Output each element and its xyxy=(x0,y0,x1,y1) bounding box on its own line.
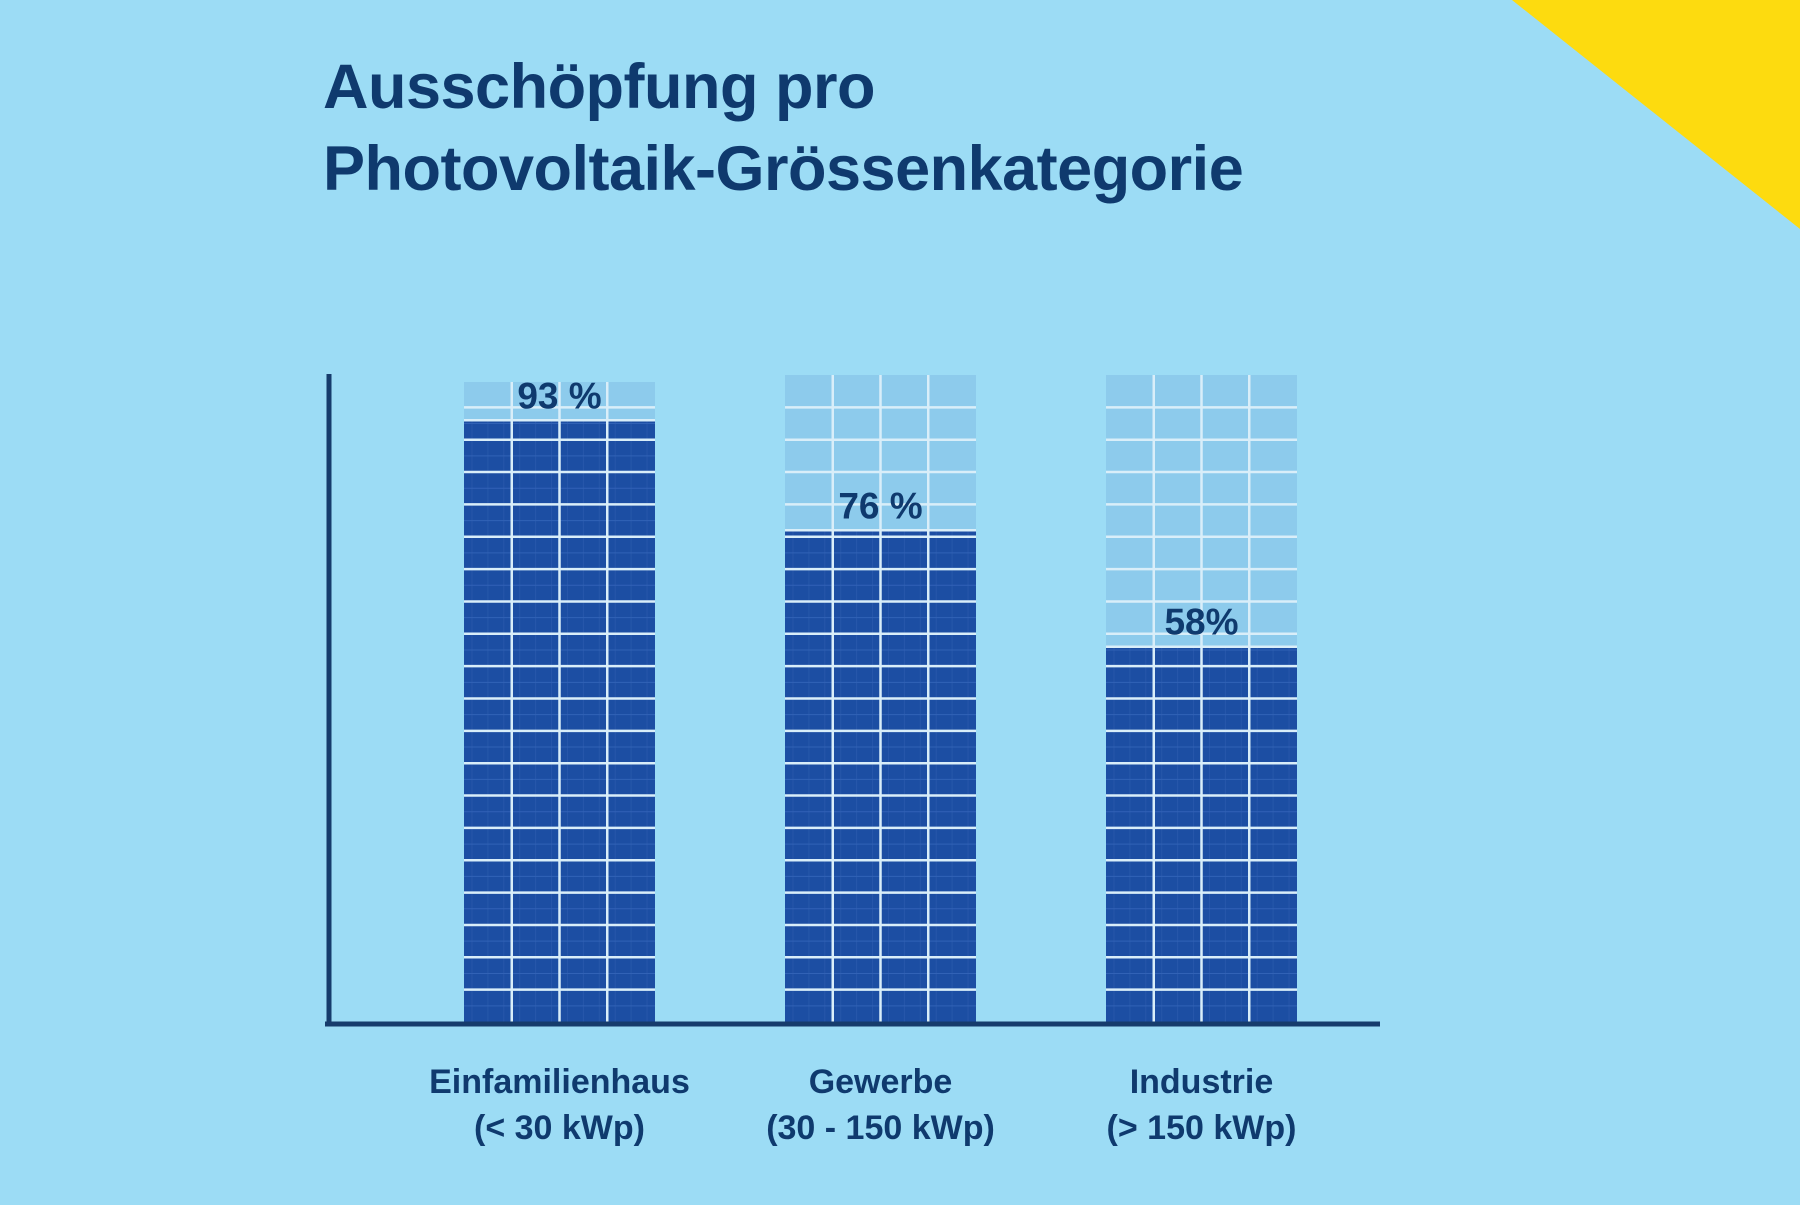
bar-group: 58% Industrie (> 150 kWp) xyxy=(1106,375,1297,1147)
category-label: (< 30 kWp) xyxy=(474,1109,645,1147)
category-label: Gewerbe xyxy=(809,1063,953,1101)
chart-title-line-1: Ausschöpfung pro xyxy=(323,52,875,122)
value-label: 76 % xyxy=(838,485,922,526)
bar-group: 93 % Einfamilienhaus (< 30 kWp) xyxy=(429,375,690,1147)
chart-title-line-2: Photovoltaik-Grössenkategorie xyxy=(323,134,1244,204)
category-label: Industrie xyxy=(1130,1063,1274,1101)
corner-accent xyxy=(1512,0,1800,229)
category-label: (> 150 kWp) xyxy=(1107,1109,1297,1147)
value-label: 58% xyxy=(1164,602,1238,643)
category-label: Einfamilienhaus xyxy=(429,1063,690,1101)
chart-title: Ausschöpfung pro Photovoltaik-Grössenkat… xyxy=(323,46,1423,210)
bar-group: 76 % Gewerbe (30 - 150 kWp) xyxy=(766,375,995,1147)
value-label: 93 % xyxy=(517,375,601,416)
category-label: (30 - 150 kWp) xyxy=(766,1109,995,1147)
